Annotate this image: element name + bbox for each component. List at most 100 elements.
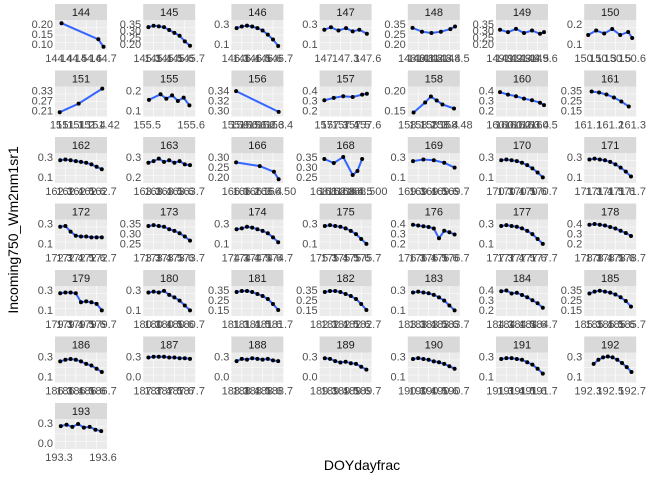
x-tick-label: 155.5 [133,120,161,132]
smooth-line [412,95,455,114]
y-tick-label: 0.25 [208,295,229,307]
y-tick-label: 0.3 [214,352,229,364]
x-tick-label: 182.6 [343,319,371,331]
x-tick-label: 169.4 [409,186,437,198]
data-point [520,226,524,231]
x-tick-labels: 193.3 193.6 [45,452,117,464]
x-tick-label: 189.4 [321,386,349,398]
y-tick-label: 0.3 [126,352,141,364]
data-point [421,224,426,229]
x-tick-label: 169.5 [420,186,448,198]
x-tick-label: 156.0 [230,120,258,132]
x-tick-label: 149.5 [521,53,549,65]
x-tick-label: 187.7 [177,386,205,398]
data-point [257,164,262,169]
data-point [250,24,255,29]
data-point [58,158,63,163]
x-tick-label: 176.4 [409,253,437,265]
facet-strip-label: 166 [248,140,266,152]
data-point [611,95,616,100]
y-tick-label: 0.3 [479,352,494,364]
data-point [76,422,81,426]
data-point [506,92,510,97]
facet-grid: 1440.200.150.10144.4144.5144.6144.71450.… [32,4,646,464]
facet-strip [55,70,107,87]
x-tick-label: 166.50 [263,186,297,198]
facet-strip [319,203,372,220]
y-tick-label: 0.1 [302,239,317,251]
facet-panel: 149 0.350.300.250.20 149.1149.2149.3149.41… [473,4,558,65]
x-tick-label: 174.5 [244,253,272,265]
x-tick-label: 181.3 [222,319,250,331]
facet-strip-label: 156 [248,74,266,86]
facet-strip [231,137,284,153]
data-point [99,429,104,434]
data-point [448,27,453,32]
data-point [338,290,343,294]
x-tick-label: 158.4 [431,120,459,132]
y-tick-label: 0.15 [384,106,405,118]
y-tick-label: 0.20 [208,172,229,184]
data-point [525,360,530,365]
data-point [167,28,172,32]
y-tick-label: 0.1 [126,106,141,118]
y-tick-label: 0.3 [126,152,141,164]
x-tick-label: 168.1 [310,186,338,198]
data-point [535,236,540,241]
facet-strip [496,203,548,220]
y-tick-label: 0.4 [567,219,582,231]
data-point [416,356,421,361]
x-tick-label: 190.5 [420,386,448,398]
x-tick-label: 171.5 [596,186,624,198]
data-point [333,289,338,293]
data-point [540,175,545,180]
data-point [84,160,89,165]
facet-strip [143,137,196,153]
x-tick-label: 150.3 [589,53,617,65]
data-point [592,289,597,294]
facet-strip [496,137,548,153]
x-tick-label: 160.2 [504,120,532,132]
data-point [234,290,239,294]
facet-strip-label: 171 [601,140,619,152]
data-point [613,292,618,297]
x-tick-label: 179.6 [78,319,106,331]
data-point [428,94,433,99]
y-tick-label: 0.25 [120,239,141,251]
data-point [601,355,606,360]
x-tick-label: 150.5 [604,53,632,65]
x-tick-label: 172.3 [45,253,73,265]
y-tick-label: 0.3 [302,19,317,31]
data-point [151,354,156,359]
data-point [93,427,98,432]
y-tick-label: 0.33 [32,86,53,98]
x-tick-label: 183.5 [420,319,448,331]
y-tick-label: 0.30 [473,26,494,38]
data-point [245,224,249,229]
data-point [596,357,601,362]
data-point [239,24,244,29]
data-point [416,223,421,228]
facet-strip [55,336,107,353]
x-tick-label: 157 [314,120,332,132]
x-tick-label: 147.3 [332,53,360,65]
data-point [89,363,94,368]
data-point [343,226,348,231]
data-point [172,355,177,360]
data-point [182,39,187,44]
data-point [182,303,187,308]
data-point [608,225,613,229]
data-point [156,24,161,29]
y-tick-label: 0.3 [38,285,53,297]
data-point [68,356,73,361]
